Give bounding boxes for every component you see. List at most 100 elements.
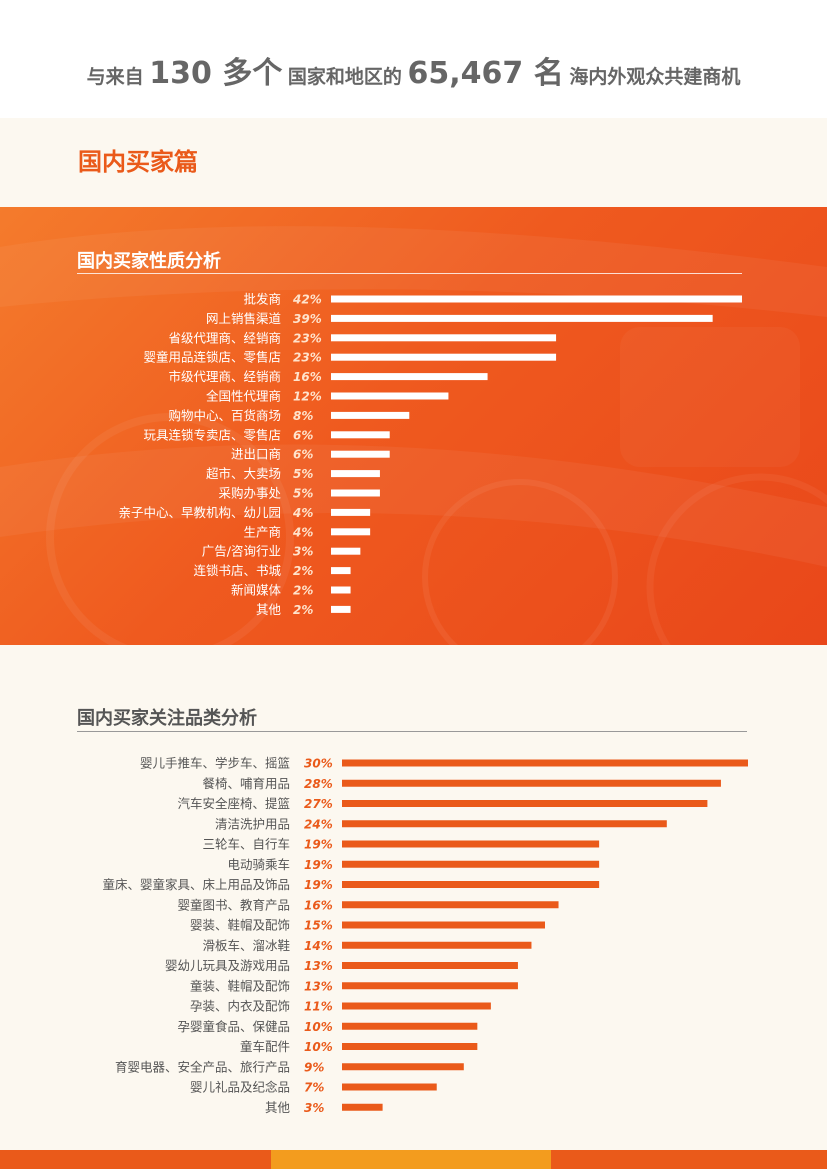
category-label: 进出口商 [231, 447, 281, 462]
value-label: 42% [292, 293, 322, 307]
bar [331, 353, 557, 361]
bar [342, 962, 518, 969]
category-label: 童装、鞋帽及配饰 [190, 978, 290, 993]
footer-stripe [0, 1150, 827, 1169]
value-label: 11% [304, 1000, 333, 1014]
value-label: 19% [304, 878, 333, 892]
value-label: 28% [304, 777, 333, 791]
value-label: 6% [293, 448, 313, 462]
category-label: 孕装、内衣及配饰 [190, 999, 290, 1014]
value-label: 7% [304, 1081, 324, 1095]
bar [331, 450, 390, 458]
category-label: 婴幼儿玩具及游戏用品 [165, 958, 290, 973]
category-label: 其他 [256, 602, 282, 617]
bar [331, 586, 351, 594]
category-label: 玩具连锁专卖店、零售店 [143, 427, 281, 442]
value-label: 10% [304, 1040, 333, 1054]
category-label: 全国性代理商 [206, 389, 281, 404]
category-label: 滑板车、溜冰鞋 [202, 938, 290, 953]
bar [342, 759, 748, 767]
chart-rule-category [77, 731, 747, 732]
value-label: 2% [293, 564, 313, 578]
category-label: 汽车安全座椅、提篮 [177, 796, 290, 811]
headline-text-1: 与来自 [86, 66, 144, 88]
bar [342, 901, 559, 909]
value-label: 13% [304, 979, 333, 993]
category-label: 婴儿手推车、学步车、摇篮 [140, 756, 290, 771]
value-label: 39% [293, 312, 322, 326]
bar [331, 547, 361, 555]
category-label: 婴儿礼品及纪念品 [190, 1080, 290, 1095]
category-label: 省级代理商、经销商 [168, 330, 281, 345]
bar [331, 470, 380, 478]
category-label: 采购办事处 [218, 486, 281, 501]
category-label: 童床、婴童家具、床上用品及饰品 [102, 877, 290, 892]
value-label: 24% [304, 817, 333, 831]
headline-text-2: 国家和地区的 [287, 66, 402, 88]
header-band: 与来自 130 多个 国家和地区的 65,467 名 海内外观众共建商机 [0, 0, 827, 118]
bar [342, 921, 545, 929]
category-label: 其他 [265, 1100, 291, 1115]
bar [331, 508, 371, 516]
value-label: 16% [293, 370, 322, 384]
value-label: 16% [304, 898, 333, 912]
bar [331, 334, 557, 342]
category-label: 清洁洗护用品 [215, 816, 290, 831]
category-label: 生产商 [243, 524, 281, 539]
category-label: 市级代理商、经销商 [168, 369, 281, 384]
bar [331, 431, 390, 439]
category-label: 连锁书店、书城 [193, 563, 281, 578]
value-label: 30% [304, 757, 333, 771]
value-label: 2% [293, 584, 313, 598]
chart-title-category: 国内买家关注品类分析 [77, 708, 257, 729]
value-label: 13% [304, 959, 333, 973]
category-label: 电动骑乘车 [227, 857, 290, 872]
footer-accent-block [271, 1150, 551, 1169]
bar [342, 820, 667, 828]
value-label: 27% [304, 797, 333, 811]
value-label: 19% [304, 858, 333, 872]
bar [331, 605, 351, 613]
value-label: 4% [292, 506, 313, 520]
bar [331, 567, 351, 575]
value-label: 14% [304, 939, 333, 953]
bar [331, 528, 371, 536]
bar [342, 860, 600, 868]
value-label: 4% [292, 525, 313, 539]
category-label: 超市、大卖场 [206, 466, 281, 481]
category-label: 餐椅、哺育用品 [202, 776, 290, 791]
category-label: 婴童图书、教育产品 [177, 897, 290, 912]
bar [342, 941, 532, 949]
bar [342, 800, 708, 807]
category-label: 童车配件 [240, 1039, 290, 1054]
headline-visitor-count: 65,467 名 [407, 56, 564, 91]
headline: 与来自 130 多个 国家和地区的 65,467 名 海内外观众共建商机 [0, 48, 827, 92]
bar [342, 1043, 478, 1050]
value-label: 5% [293, 467, 313, 481]
section-band [0, 118, 827, 207]
value-label: 5% [293, 487, 313, 501]
bar [342, 1083, 437, 1091]
bar [342, 1022, 478, 1030]
headline-country-count: 130 多个 [149, 56, 283, 91]
category-label: 三轮车、自行车 [202, 837, 290, 852]
value-label: 6% [293, 428, 313, 442]
category-label: 婴装、鞋帽及配饰 [190, 918, 290, 933]
bar [342, 779, 721, 787]
category-label: 购物中心、百货商场 [168, 408, 281, 423]
bar [331, 373, 488, 381]
buyer-type-panel [0, 207, 827, 645]
category-label: 网上销售渠道 [206, 311, 282, 326]
value-label: 10% [304, 1020, 333, 1034]
section-title: 国内买家篇 [78, 148, 198, 176]
value-label: 3% [293, 545, 313, 559]
value-label: 8% [293, 409, 313, 423]
category-label: 广告/咨询行业 [202, 544, 281, 559]
bar [342, 1002, 491, 1010]
bar [342, 840, 600, 848]
value-label: 3% [304, 1101, 324, 1115]
bar [342, 1103, 383, 1111]
chart-rule-buyer-type [77, 273, 742, 274]
value-label: 9% [304, 1060, 324, 1074]
